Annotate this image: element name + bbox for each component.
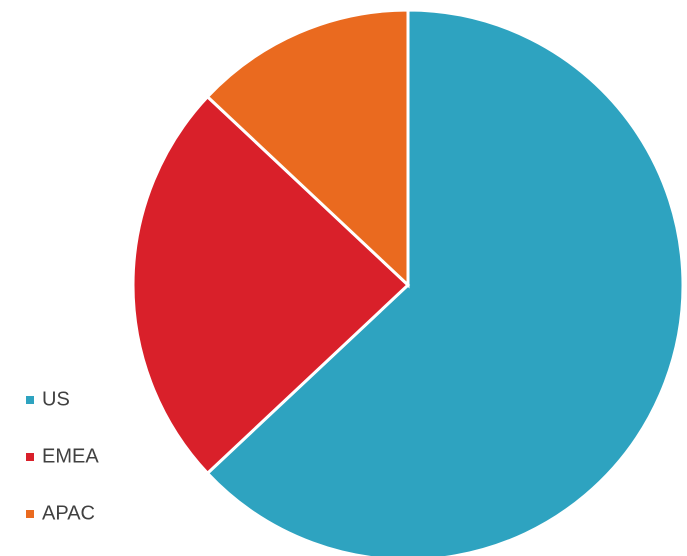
pie-slice: [205, 8, 410, 289]
legend-label: EMEA: [42, 445, 99, 467]
legend-label: US: [42, 388, 70, 410]
pie-slice: [205, 8, 685, 556]
legend-swatch: [26, 510, 34, 518]
legend-swatch: [26, 396, 34, 404]
legend-label: APAC: [42, 502, 95, 524]
legend-swatch: [26, 453, 34, 461]
pie-slice: [131, 94, 411, 476]
